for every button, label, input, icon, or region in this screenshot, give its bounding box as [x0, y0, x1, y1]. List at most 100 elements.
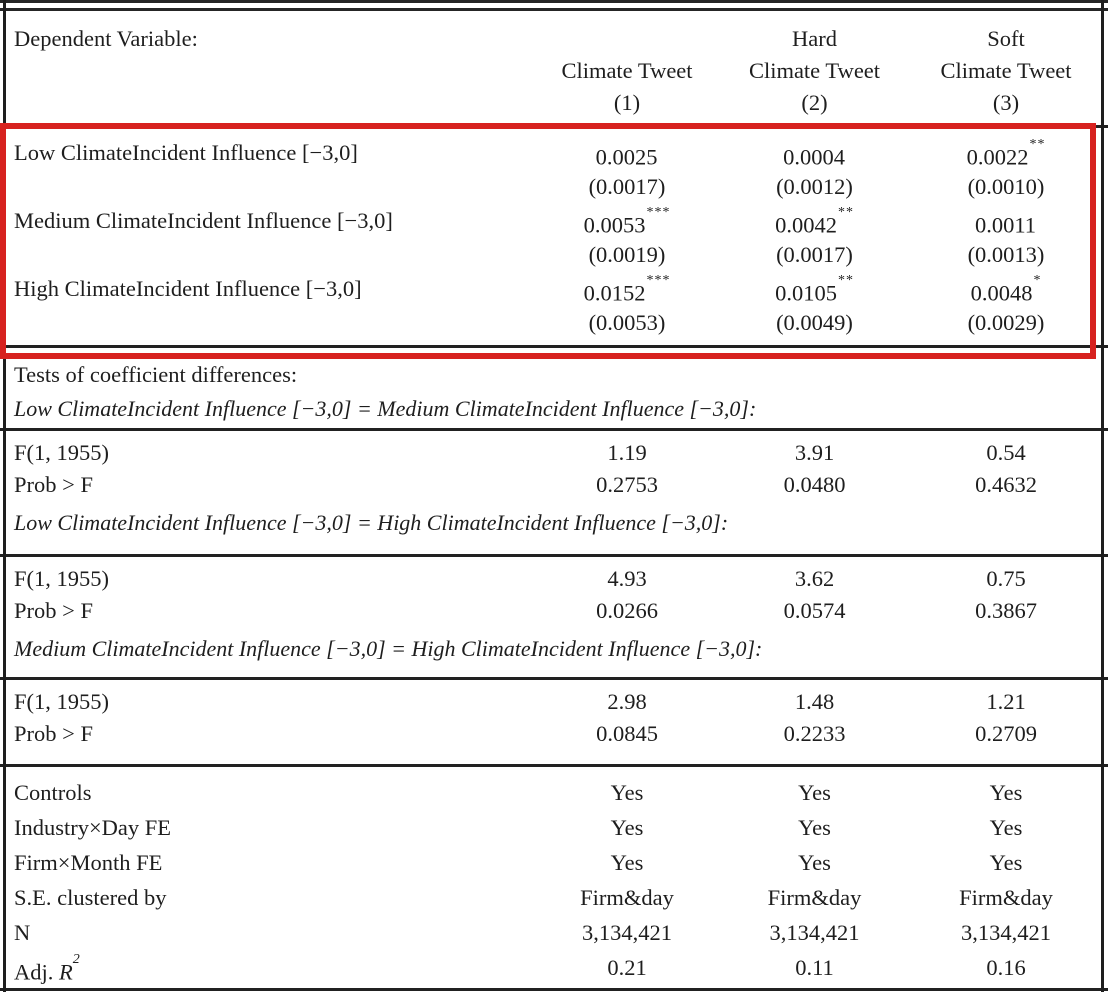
column-2-number: (2) [801, 90, 828, 115]
controls-value: Yes [989, 780, 1023, 805]
se-clustered-value: Firm&day [959, 885, 1053, 910]
f-stat-value: 4.93 [607, 566, 647, 591]
std-error: (0.0013) [967, 242, 1045, 267]
test-divider-1 [0, 428, 1108, 431]
prob-value: 0.2233 [783, 721, 846, 746]
tests-section-header: Tests of coefficient differences: Low Cl… [0, 348, 1108, 428]
se-clustered-value: Firm&day [580, 885, 674, 910]
std-error: (0.0053) [588, 310, 666, 335]
test-block-low-vs-high: F(1, 1955) 4.93 3.62 0.75 Prob > F 0.026… [0, 557, 1108, 677]
coefficients-divider [0, 345, 1108, 348]
n-value: 3,134,421 [582, 920, 672, 945]
prob-value: 0.3867 [975, 598, 1037, 623]
std-error: (0.0010) [967, 174, 1045, 199]
coef-label-low: Low ClimateIncident Influence [−3,0] [14, 140, 358, 165]
firm-month-fe-value: Yes [989, 850, 1023, 875]
f-stat-value: 1.19 [607, 440, 647, 465]
adj-r2-value: 0.16 [986, 955, 1026, 980]
coef-value: 0.0105** [717, 272, 912, 306]
column-header-2: Hard Climate Tweet (2) [717, 23, 912, 125]
prob-value: 0.0845 [596, 721, 658, 746]
coef-value: 0.0053*** [537, 204, 717, 238]
bottom-rule [0, 988, 1108, 991]
prob-label: Prob > F [14, 472, 93, 497]
estimate: 0.0004 [783, 144, 845, 170]
empty-cell [14, 170, 537, 204]
estimate: 0.0011 [974, 212, 1037, 238]
table-header: Dependent Variable: Climate Tweet (1) Ha… [0, 11, 1108, 125]
estimate: 0.0048 [970, 280, 1033, 306]
coef-value: 0.0042** [717, 204, 912, 238]
f-stat-value: 3.62 [794, 566, 835, 591]
empty-cell [14, 306, 537, 340]
column-3-number: (3) [992, 90, 1020, 115]
f-stat-value: 3.91 [794, 440, 835, 465]
f-stat-label: F(1, 1955) [14, 440, 109, 465]
column-header-1: Climate Tweet (1) [537, 23, 717, 125]
estimate: 0.0152 [583, 280, 646, 306]
adj-r2-exponent: 2 [72, 952, 80, 967]
coef-label-medium: Medium ClimateIncident Influence [−3,0] [14, 208, 393, 233]
coefficients-section: Low ClimateIncident Influence [−3,0] 0.0… [0, 128, 1108, 345]
estimate: 0.0042 [775, 212, 837, 238]
firm-month-fe-value: Yes [798, 850, 831, 875]
firm-month-fe-label: Firm×Month FE [14, 850, 163, 875]
prob-value: 0.0574 [783, 598, 846, 623]
prob-value: 0.0480 [783, 472, 846, 497]
firm-month-fe-value: Yes [610, 850, 644, 875]
significance-stars: ** [837, 273, 854, 288]
n-value: 3,134,421 [961, 920, 1051, 945]
test-divider-2 [0, 554, 1108, 557]
f-stat-value: 2.98 [607, 689, 647, 714]
industry-day-fe-value: Yes [798, 815, 831, 840]
prob-value: 0.2709 [975, 721, 1037, 746]
tests-section-title: Tests of coefficient differences: [14, 362, 298, 387]
std-error: (0.0029) [967, 310, 1045, 335]
prob-value: 0.2753 [596, 472, 658, 497]
column-header-3: Soft Climate Tweet (3) [912, 23, 1100, 125]
std-error: (0.0017) [588, 174, 666, 199]
table-right-border [1101, 0, 1104, 992]
std-error: (0.0049) [776, 310, 853, 335]
se-clustered-value: Firm&day [767, 885, 862, 910]
estimate: 0.0053 [583, 212, 646, 238]
hypothesis-low-vs-high: Low ClimateIncident Influence [−3,0] = H… [14, 510, 729, 535]
industry-day-fe-value: Yes [610, 815, 644, 840]
column-2-prefix: Hard [792, 26, 837, 51]
coef-value: 0.0011 [912, 204, 1100, 238]
empty-cell [14, 238, 537, 272]
std-error: (0.0019) [588, 242, 666, 267]
std-error: (0.0012) [776, 174, 853, 199]
controls-value: Yes [610, 780, 644, 805]
f-stat-value: 1.21 [986, 689, 1026, 714]
column-1-prefix [537, 23, 717, 55]
estimate: 0.0022 [966, 144, 1029, 170]
significance-stars: *** [646, 273, 671, 288]
test-block-low-vs-medium: F(1, 1955) 1.19 3.91 0.54 Prob > F 0.275… [0, 431, 1108, 554]
specification-section: Controls Yes Yes Yes Industry×Day FE Yes… [0, 767, 1108, 988]
dependent-variable-label: Dependent Variable: [14, 23, 537, 125]
adj-r2-prefix: Adj. [14, 959, 59, 985]
specs-divider [0, 764, 1108, 767]
controls-value: Yes [798, 780, 831, 805]
n-label: N [14, 920, 31, 945]
coef-value: 0.0004 [717, 136, 912, 170]
column-3-name: Climate Tweet [940, 58, 1072, 83]
n-value: 3,134,421 [769, 920, 860, 945]
column-3-prefix: Soft [987, 26, 1025, 51]
coef-value: 0.0022** [912, 136, 1100, 170]
controls-label: Controls [14, 780, 92, 805]
se-clustered-label: S.E. clustered by [14, 885, 167, 910]
estimate: 0.0105 [775, 280, 837, 306]
top-double-rule [0, 0, 1108, 11]
coef-value: 0.0152*** [537, 272, 717, 306]
hypothesis-medium-vs-high: Medium ClimateIncident Influence [−3,0] … [14, 636, 763, 661]
adj-r2-value: 0.21 [607, 955, 647, 980]
test-block-medium-vs-high: F(1, 1955) 2.98 1.48 1.21 Prob > F 0.084… [0, 680, 1108, 764]
std-error: (0.0017) [776, 242, 853, 267]
significance-stars: ** [1029, 137, 1046, 152]
significance-stars: ** [837, 205, 854, 220]
prob-value: 0.0266 [596, 598, 658, 623]
test-divider-3 [0, 677, 1108, 680]
coef-label-high: High ClimateIncident Influence [−3,0] [14, 276, 362, 301]
